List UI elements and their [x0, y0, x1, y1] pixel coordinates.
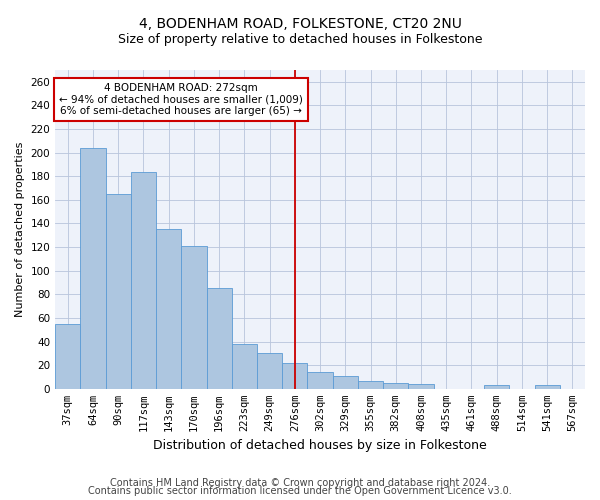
Text: Contains public sector information licensed under the Open Government Licence v3: Contains public sector information licen… [88, 486, 512, 496]
Bar [484, 386, 509, 389]
Bar [156, 230, 181, 389]
Text: 4, BODENHAM ROAD, FOLKESTONE, CT20 2NU: 4, BODENHAM ROAD, FOLKESTONE, CT20 2NU [139, 18, 461, 32]
Text: Contains HM Land Registry data © Crown copyright and database right 2024.: Contains HM Land Registry data © Crown c… [110, 478, 490, 488]
Y-axis label: Number of detached properties: Number of detached properties [15, 142, 25, 317]
Bar [232, 344, 257, 389]
Bar [332, 376, 358, 389]
Bar [535, 386, 560, 389]
Bar [282, 363, 307, 389]
Text: Size of property relative to detached houses in Folkestone: Size of property relative to detached ho… [118, 32, 482, 46]
Bar [206, 288, 232, 389]
Text: 4 BODENHAM ROAD: 272sqm
← 94% of detached houses are smaller (1,009)
6% of semi-: 4 BODENHAM ROAD: 272sqm ← 94% of detache… [59, 83, 303, 116]
Bar [55, 324, 80, 389]
Bar [307, 372, 332, 389]
Bar [257, 354, 282, 389]
Bar [131, 172, 156, 389]
Bar [383, 383, 409, 389]
Bar [409, 384, 434, 389]
Bar [181, 246, 206, 389]
Bar [358, 380, 383, 389]
Bar [106, 194, 131, 389]
X-axis label: Distribution of detached houses by size in Folkestone: Distribution of detached houses by size … [153, 440, 487, 452]
Bar [80, 148, 106, 389]
